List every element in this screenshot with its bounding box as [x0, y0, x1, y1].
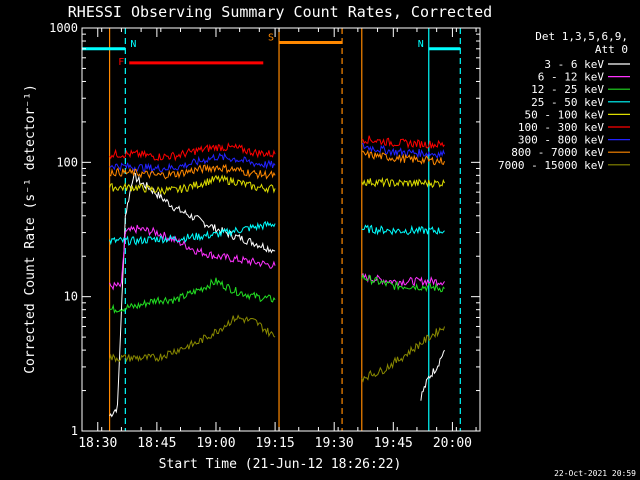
plot-frame [81, 27, 481, 432]
x-tick-label: 18:45 [137, 436, 176, 451]
series-line [109, 224, 276, 291]
data-series [109, 135, 445, 418]
series-line [361, 149, 445, 166]
series-50-100-kev [109, 174, 445, 196]
legend-entry-label: 300 - 800 keV [518, 134, 604, 147]
chart-title: RHESSI Observing Summary Count Rates, Co… [68, 3, 492, 21]
annotation-label: N [130, 39, 136, 50]
legend-header-line-2: Att 0 [595, 43, 628, 56]
legend-entry-label: 3 - 6 keV [544, 58, 604, 71]
vertical-markers [108, 28, 461, 431]
series-line [109, 277, 276, 314]
series-800-7000-kev [109, 149, 445, 180]
footer-date: 22-Oct-2021 20:59 [554, 469, 636, 478]
series-line [109, 171, 276, 418]
series-6-12-kev [109, 224, 445, 291]
series-line [109, 220, 276, 246]
x-tick-label: 19:30 [315, 436, 354, 451]
legend-entry-label: 25 - 50 keV [531, 96, 604, 109]
y-tick-label: 100 [56, 155, 78, 169]
legend-entry-label: 6 - 12 keV [538, 71, 605, 84]
legend-entry-label: 7000 - 15000 keV [498, 159, 604, 172]
series-line [361, 142, 445, 160]
series-3-6-kev [109, 171, 445, 418]
x-tick-label: 19:45 [374, 436, 413, 451]
x-axis-ticks: 18:30 18:45 19:00 19:15 19:30 19:45 20:00 [78, 28, 477, 451]
series-line [109, 163, 276, 180]
series-line [109, 174, 276, 196]
legend-entry-label: 12 - 25 keV [531, 83, 604, 96]
series-line [361, 224, 445, 236]
series-line [109, 314, 276, 363]
x-tick-label: 19:15 [256, 436, 295, 451]
y-axis-label: Corrected Count Rate (s⁻¹ detector⁻¹) [23, 84, 38, 374]
y-tick-label: 10 [64, 290, 78, 304]
series-7000-15000-kev [109, 314, 445, 383]
series-25-50-kev [109, 220, 445, 246]
series-line [361, 272, 445, 288]
y-tick-label: 1 [71, 424, 78, 438]
legend-entry-label: 100 - 300 keV [518, 121, 604, 134]
y-axis-ticks: 1 10 100 1000 [49, 21, 480, 438]
series-line [361, 176, 445, 189]
series-12-25-kev [109, 273, 445, 314]
x-axis-label: Start Time (21-Jun-12 18:26:22) [159, 457, 402, 472]
series-100-300-kev [109, 135, 445, 162]
legend-header-line-1: Det 1,3,5,6,9, [535, 30, 628, 43]
annotation-label: N [418, 39, 424, 50]
series-line [361, 326, 445, 383]
legend-entry-label: 50 - 100 keV [525, 108, 605, 121]
x-tick-label: 20:00 [433, 436, 472, 451]
series-line [361, 135, 445, 149]
annotation-label: F [118, 57, 124, 68]
annotation-label: S [268, 32, 274, 43]
series-line [420, 349, 445, 401]
series-line [109, 142, 276, 162]
annotation-bars: FN NS [82, 32, 461, 68]
x-tick-label: 18:30 [78, 436, 117, 451]
legend-entry-label: 800 - 7000 keV [511, 146, 604, 159]
y-tick-label: 1000 [49, 21, 78, 35]
x-tick-label: 19:00 [196, 436, 235, 451]
series-line [361, 273, 445, 293]
